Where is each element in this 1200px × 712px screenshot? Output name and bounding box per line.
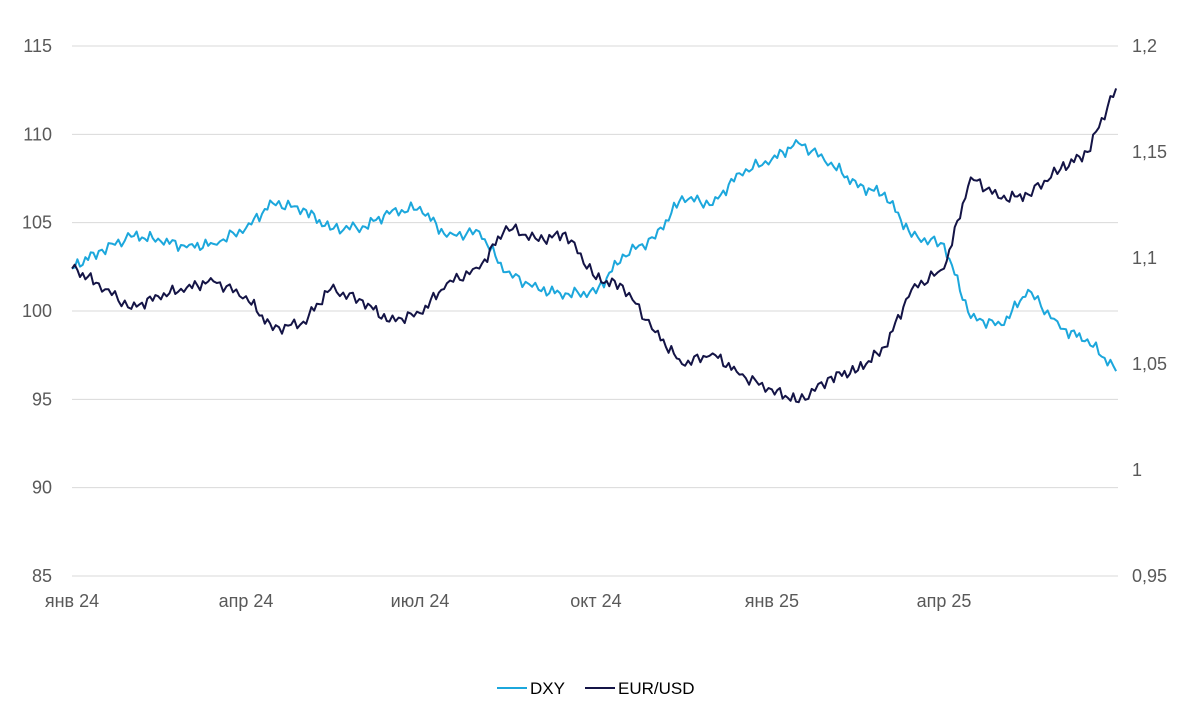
x-tick-label: окт 24 — [570, 591, 621, 611]
right-tick-label: 1,05 — [1132, 354, 1167, 374]
series-line-eurusd — [71, 88, 1118, 404]
x-tick-label: июл 24 — [391, 591, 450, 611]
x-tick-label: апр 25 — [917, 591, 972, 611]
right-tick-label: 1,1 — [1132, 248, 1157, 268]
legend: DXY EUR/USD — [497, 679, 695, 698]
left-axis: 85 90 95 100 105 110 115 — [22, 36, 52, 586]
series-layer — [71, 88, 1118, 404]
x-axis: янв 24 апр 24 июл 24 окт 24 янв 25 апр 25 — [45, 591, 972, 611]
left-tick-label: 100 — [22, 301, 52, 321]
left-tick-label: 90 — [32, 478, 52, 498]
left-tick-label: 85 — [32, 566, 52, 586]
legend-label-eurusd: EUR/USD — [618, 679, 695, 698]
right-tick-label: 1 — [1132, 460, 1142, 480]
left-tick-label: 105 — [22, 213, 52, 233]
right-tick-label: 0,95 — [1132, 566, 1167, 586]
series-line-dxy — [71, 139, 1117, 372]
left-tick-label: 110 — [23, 124, 52, 144]
x-tick-label: апр 24 — [219, 591, 274, 611]
x-tick-label: янв 24 — [45, 591, 99, 611]
gridlines — [72, 45, 1118, 577]
legend-label-dxy: DXY — [530, 679, 565, 698]
x-tick-label: янв 25 — [745, 591, 799, 611]
right-tick-label: 1,15 — [1132, 142, 1167, 162]
right-tick-label: 1,2 — [1132, 36, 1157, 56]
right-axis: 0,95 1 1,05 1,1 1,15 1,2 — [1132, 36, 1167, 586]
left-tick-label: 95 — [32, 389, 52, 409]
left-tick-label: 115 — [23, 36, 52, 56]
